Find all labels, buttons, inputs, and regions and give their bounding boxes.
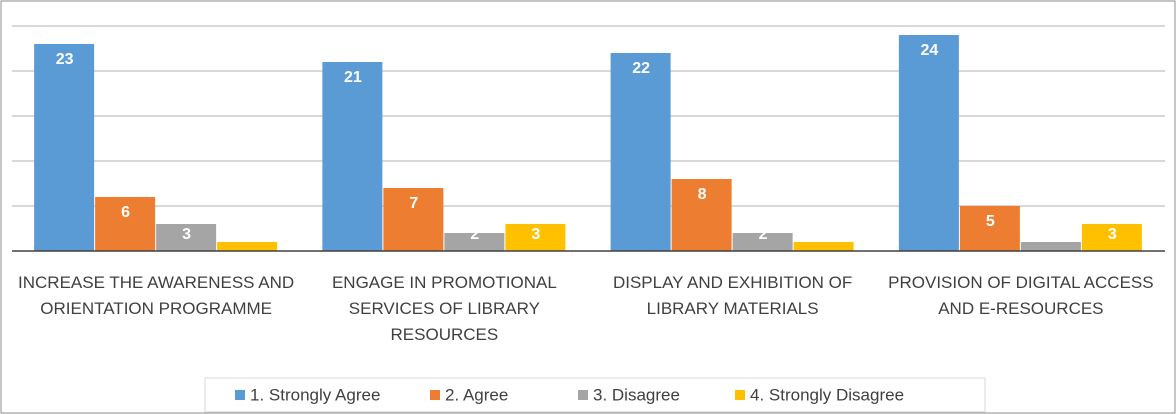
data-label: 3: [182, 226, 191, 243]
data-label: 24: [920, 42, 938, 59]
legend-swatch: [735, 390, 745, 400]
data-label: 21: [344, 69, 362, 86]
legend-swatch: [235, 390, 245, 400]
bar: [383, 188, 444, 251]
bar: [95, 197, 156, 251]
x-tick-label: PROVISION OF DIGITAL ACCESS AND E-RESOUR…: [888, 273, 1154, 318]
x-tick-label: INCREASE THE AWARENESS AND ORIENTATION P…: [18, 273, 295, 318]
legend-label: 3. Disagree: [593, 385, 680, 404]
bar: [898, 35, 959, 251]
legend-label: 2. Agree: [445, 385, 508, 404]
data-label: 3: [531, 226, 540, 243]
bar: [505, 224, 566, 251]
bar: [34, 44, 95, 251]
x-tick-label: ENGAGE IN PROMOTIONAL SERVICES OF LIBRAR…: [331, 273, 557, 344]
legend-label: 4. Strongly Disagree: [750, 385, 904, 404]
bar: [671, 179, 732, 251]
data-label: 3: [1108, 226, 1117, 243]
data-label: 7: [409, 195, 418, 212]
legend-label: 1. Strongly Agree: [250, 385, 380, 404]
data-label: 2: [470, 226, 479, 243]
bar: [610, 53, 671, 251]
bar: [217, 242, 278, 251]
legend-swatch: [578, 390, 588, 400]
bar: [959, 206, 1020, 251]
bar: [793, 242, 854, 251]
data-label: 8: [698, 186, 707, 203]
data-label: 22: [632, 60, 650, 77]
data-label: 1: [243, 226, 252, 243]
legend-swatch: [430, 390, 440, 400]
bar: [322, 62, 383, 251]
data-label: 1: [820, 226, 829, 243]
bar: [156, 224, 217, 251]
bar: [444, 233, 505, 251]
x-tick-label: DISPLAY AND EXHIBITION OF LIBRARY MATERI…: [612, 273, 853, 318]
bar: [732, 233, 793, 251]
bar: [1020, 242, 1081, 251]
data-label: 6: [121, 204, 130, 221]
data-label: 23: [56, 51, 74, 68]
data-label: 2: [759, 226, 768, 243]
legend-box: [204, 377, 986, 413]
bar: [1081, 224, 1142, 251]
data-label: 5: [986, 213, 995, 230]
data-label: 1: [1047, 226, 1056, 243]
